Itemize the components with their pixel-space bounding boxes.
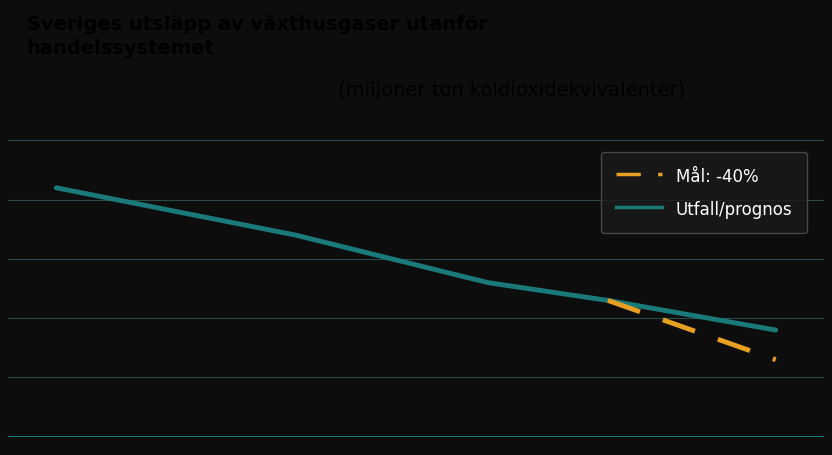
Legend: Mål: -40%, Utfall/prognos: Mål: -40%, Utfall/prognos [601, 152, 807, 233]
Text: (miljoner ton koldioxidekvivalenter): (miljoner ton koldioxidekvivalenter) [331, 81, 685, 100]
Text: Sveriges utsläpp av växthusgaser utanför
handelssystemet: Sveriges utsläpp av växthusgaser utanför… [27, 15, 488, 57]
